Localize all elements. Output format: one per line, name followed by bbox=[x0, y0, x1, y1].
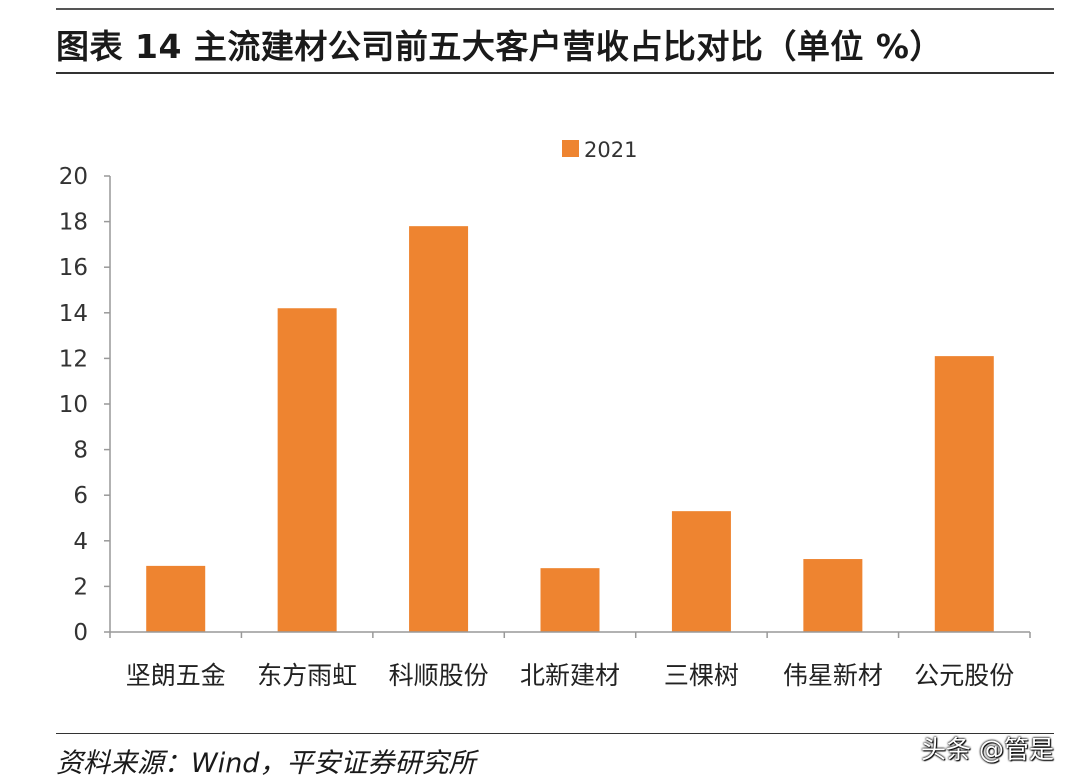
bar bbox=[671, 511, 731, 632]
y-tick-label: 2 bbox=[73, 574, 88, 600]
y-tick-label: 4 bbox=[73, 529, 88, 555]
y-tick-label: 0 bbox=[73, 620, 88, 646]
x-tick-label: 东方雨虹 bbox=[257, 661, 357, 690]
x-tick-label: 坚朗五金 bbox=[126, 661, 226, 690]
y-tick-label: 18 bbox=[59, 210, 88, 236]
y-tick-label: 10 bbox=[59, 392, 88, 418]
bar-series bbox=[146, 226, 994, 632]
legend-swatch bbox=[562, 140, 579, 157]
bar bbox=[146, 565, 206, 632]
x-tick-label: 公元股份 bbox=[914, 661, 1014, 690]
x-tick-label: 北新建材 bbox=[520, 661, 620, 690]
y-tick-label: 12 bbox=[59, 346, 88, 372]
bar-chart: 2021 0 2 4 6 8 10 12 14 16 18 20 坚朗五金 东方雨虹 科顺股份 北新建材 三… bbox=[59, 138, 1031, 690]
source-note: 资料来源：Wind，平安证券研究所 bbox=[56, 748, 476, 779]
bottom-divider bbox=[56, 733, 1054, 734]
x-tick-label: 伟星新材 bbox=[783, 661, 883, 690]
y-tick-label: 6 bbox=[73, 483, 88, 509]
y-tick-label: 14 bbox=[59, 301, 88, 327]
bar bbox=[803, 559, 863, 632]
bar bbox=[934, 356, 994, 632]
x-tick-label: 科顺股份 bbox=[389, 661, 489, 690]
title-divider bbox=[56, 72, 1054, 74]
top-rule bbox=[56, 8, 1054, 10]
legend: 2021 bbox=[562, 138, 637, 162]
y-tick-label: 16 bbox=[59, 255, 88, 281]
watermark: 头条 @管是 bbox=[921, 735, 1054, 764]
bar bbox=[540, 568, 600, 632]
chart-title: 图表 14 主流建材公司前五大客户营收占比对比（单位 %） bbox=[56, 27, 943, 66]
bar bbox=[409, 226, 469, 632]
x-axis: 坚朗五金 东方雨虹 科顺股份 北新建材 三棵树 伟星新材 公元股份 bbox=[109, 631, 1031, 690]
legend-label: 2021 bbox=[584, 138, 637, 162]
y-axis: 0 2 4 6 8 10 12 14 16 18 20 bbox=[59, 164, 111, 646]
y-tick-label: 20 bbox=[59, 164, 88, 190]
x-tick-label: 三棵树 bbox=[664, 661, 739, 690]
bar bbox=[277, 308, 337, 632]
y-tick-label: 8 bbox=[73, 438, 88, 464]
